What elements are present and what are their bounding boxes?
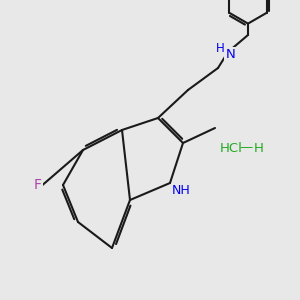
Text: —: — bbox=[239, 142, 252, 154]
Text: HCl: HCl bbox=[220, 142, 243, 154]
Text: F: F bbox=[34, 178, 42, 192]
Text: H: H bbox=[254, 142, 264, 154]
Text: N: N bbox=[226, 48, 235, 61]
Text: H: H bbox=[216, 42, 225, 55]
Text: NH: NH bbox=[172, 184, 191, 197]
